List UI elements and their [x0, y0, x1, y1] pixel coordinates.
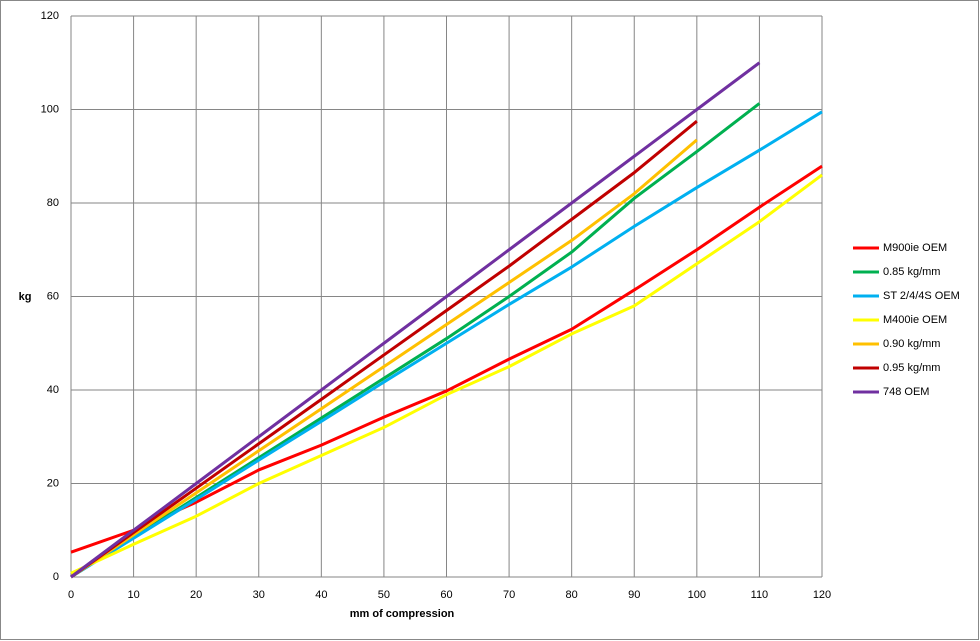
x-tick-label: 0: [68, 589, 74, 601]
x-tick-label: 110: [751, 589, 769, 601]
y-axis-label: kg: [19, 291, 32, 303]
x-axis-label: mm of compression: [350, 608, 455, 620]
x-tick-label: 70: [503, 589, 515, 601]
x-tick-label: 30: [253, 589, 265, 601]
x-tick-label: 40: [315, 589, 327, 601]
x-tick-label: 100: [688, 589, 706, 601]
x-tick-label: 50: [378, 589, 390, 601]
x-tick-label: 10: [127, 589, 139, 601]
y-tick-label: 120: [41, 10, 59, 22]
y-tick-label: 100: [41, 103, 59, 115]
legend-label: M400ie OEM: [883, 314, 947, 326]
y-tick-label: 60: [47, 290, 59, 302]
series-line: [70, 173, 823, 575]
y-tick-label: 0: [53, 571, 59, 583]
legend-label: 0.95 kg/mm: [883, 362, 940, 374]
series-line: [70, 164, 823, 554]
x-tick-label: 80: [566, 589, 578, 601]
legend-label: ST 2/4/4S OEM: [883, 290, 960, 302]
x-tick-label: 120: [813, 589, 831, 601]
y-tick-label: 20: [47, 477, 59, 489]
x-tick-label: 20: [190, 589, 202, 601]
y-tick-label: 80: [47, 197, 59, 209]
legend-label: 748 OEM: [883, 386, 929, 398]
legend-label: 0.85 kg/mm: [883, 266, 940, 278]
legend-label: 0.90 kg/mm: [883, 338, 940, 350]
legend-label: M900ie OEM: [883, 242, 947, 254]
series-line: [70, 120, 698, 579]
y-tick-label: 40: [47, 384, 59, 396]
x-tick-label: 60: [440, 589, 452, 601]
x-tick-label: 90: [628, 589, 640, 601]
series-line: [70, 138, 698, 579]
series-line: [70, 110, 823, 579]
series-line: [70, 61, 761, 579]
